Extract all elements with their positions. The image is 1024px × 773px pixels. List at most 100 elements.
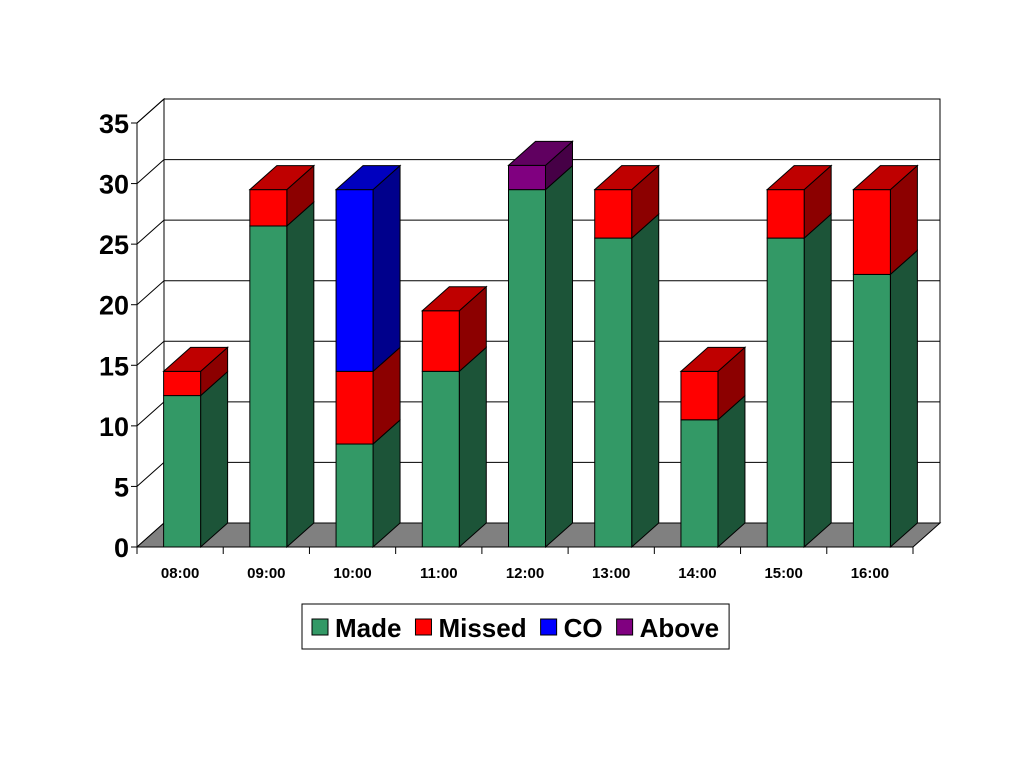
bar-front [335,189,374,372]
bar-top [248,165,316,191]
gridline [136,401,165,427]
y-tick-label: 5 [114,472,129,502]
bar-stack-1200 [507,140,574,549]
legend-item-made: Made [311,613,401,643]
gridline [136,462,165,487]
bar-side [803,212,832,549]
bar-segment-made [508,164,573,549]
bar-side [200,370,229,549]
bar-stack-1300 [593,164,661,549]
bar-segment-missed [765,164,833,240]
bar-side [631,212,660,549]
y-tick-label: 0 [114,533,129,563]
bar-front [852,273,891,548]
bar-side [458,346,487,549]
gridline [136,219,165,245]
bar-stack-1600 [852,164,919,549]
legend-item-missed: Missed [414,613,527,643]
bar-segment-made [766,212,832,549]
bar-stack-0800 [162,346,229,549]
bar-front [680,370,719,421]
bar-front [335,370,374,445]
bar-side [717,394,746,549]
bar-segment-missed [852,164,919,276]
bar-segment-made [680,394,746,549]
bar-segment-made [249,200,315,549]
bar-front [508,164,546,191]
legend-label: Missed [438,613,526,643]
bar-segment-missed [420,285,488,373]
x-tick-label: 14:00 [678,565,716,582]
bar-front [594,237,633,548]
bar-segment-made [163,370,229,549]
bar-front [680,419,719,548]
bar-segment-made [335,418,401,549]
bar-segment-missed [162,346,229,397]
bar-top [679,346,747,372]
bar-front [163,370,202,397]
x-tick-label: 09:00 [247,565,285,582]
bar-top [334,165,402,191]
bar-front [335,443,374,548]
legend-label: Made [335,613,401,643]
y-tick-label: 25 [99,230,129,260]
bar-front [594,189,633,239]
legend-box [301,603,730,650]
bar-front [421,310,460,372]
y-tick-label: 20 [99,291,129,321]
bar-top [765,165,833,191]
bar-segment-above [507,140,574,191]
bar-front [766,237,805,548]
bar-front [852,189,891,275]
bar-segment-made [852,249,918,549]
bar-segment-co [334,164,402,373]
x-tick-label: 13:00 [592,565,630,582]
y-tick-label: 35 [99,109,129,139]
side-wall [136,97,165,549]
bar-side [372,164,401,373]
bar-side [545,164,573,549]
legend-swatch [540,618,558,636]
bar-front [766,189,805,239]
legend-item-co: CO [540,613,603,643]
bar-side [286,200,315,549]
bar-stack-1100 [420,285,488,549]
bar-top [420,286,488,312]
bar-front [163,395,202,548]
legend-label: Above [640,613,719,643]
legend: Made Missed CO Above [301,603,730,650]
bar-side [889,249,918,549]
x-tick-label: 10:00 [333,565,371,582]
legend-item-above: Above [616,613,719,643]
bar-top [593,165,661,191]
y-tick-label: 10 [99,412,129,442]
legend-swatch [414,618,432,636]
bar-segment-made [594,212,660,549]
bar-top [162,346,229,372]
gridline [136,280,165,306]
x-tick-label: 12:00 [506,565,544,582]
legend-swatch [311,618,329,636]
bar-front [421,370,460,548]
bar-stack-1500 [765,164,833,549]
y-tick-label: 15 [99,351,129,381]
gridline [136,159,165,184]
bar-top [852,165,919,191]
x-tick-label: 11:00 [420,565,458,582]
y-tick-label: 30 [99,170,129,200]
bar-segment-made [421,346,487,549]
x-tick-label: 15:00 [764,565,802,582]
bar-stack-1400 [679,346,747,549]
legend-swatch [616,618,634,636]
gridline [136,340,165,366]
bar-stack-1000 [334,164,402,549]
bar-top [507,140,574,166]
bar-segment-missed [593,164,661,240]
bar-segment-missed [679,346,747,421]
x-tick-label: 16:00 [851,565,889,582]
bar-front [249,225,288,548]
bar-segment-missed [248,164,316,228]
legend-label: CO [564,613,603,643]
